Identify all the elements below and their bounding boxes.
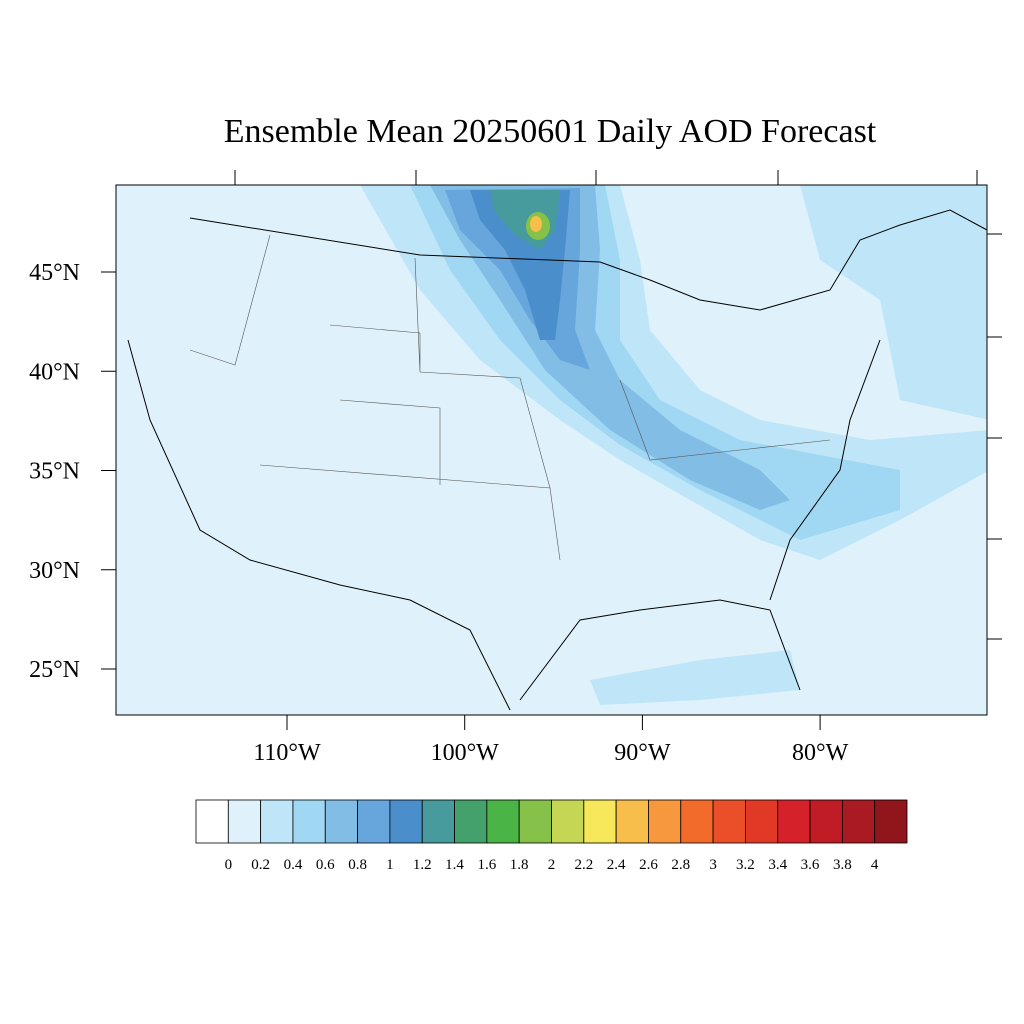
colorbar-box <box>583 799 617 844</box>
colorbar-label: 2.6 <box>639 857 658 873</box>
frame-ticks <box>234 170 1002 640</box>
colorbar-label: 2.4 <box>607 857 626 873</box>
colorbar-box <box>421 799 455 844</box>
aod-plume <box>530 216 542 232</box>
coastline <box>127 209 987 711</box>
colorbar-label: 0.2 <box>251 857 270 873</box>
colorbar-label: 3.8 <box>833 857 852 873</box>
colorbar-label: 3 <box>709 857 717 873</box>
colorbar-box <box>324 799 358 844</box>
aod-plume <box>590 650 800 705</box>
colorbar-box <box>551 799 585 844</box>
colorbar-box <box>680 799 714 844</box>
colorbar-box <box>454 799 488 844</box>
colorbar-box <box>486 799 520 844</box>
colorbar-label: 3.4 <box>768 857 787 873</box>
lat-label: 45°N <box>29 260 80 286</box>
colorbar-box <box>389 799 423 844</box>
lon-label: 110°W <box>253 740 321 766</box>
map-frame <box>115 184 988 716</box>
colorbar-label: 1.4 <box>445 857 464 873</box>
lat-label: 30°N <box>29 558 80 584</box>
colorbar-box <box>357 799 391 844</box>
colorbar-label: 2.2 <box>574 857 593 873</box>
colorbar-label: 1.2 <box>413 857 432 873</box>
colorbar-box <box>841 799 876 844</box>
colorbar-label: 1 <box>386 857 394 873</box>
colorbar-label: 1.8 <box>510 857 529 873</box>
colorbar-box <box>648 799 682 844</box>
colorbar-label: 3.2 <box>736 857 755 873</box>
colorbar-label: 3.6 <box>801 857 820 873</box>
colorbar-box <box>292 799 326 844</box>
lon-label: 100°W <box>431 740 500 766</box>
colorbar-box <box>745 799 779 844</box>
colorbar-box <box>518 799 552 844</box>
colorbar-box <box>195 799 229 844</box>
colorbar-label: 0.8 <box>348 857 367 873</box>
colorbar-label: 0 <box>225 857 233 873</box>
colorbar-box <box>712 799 746 844</box>
colorbar-box <box>615 799 649 844</box>
colorbar-label: 2.8 <box>671 857 690 873</box>
lat-label: 25°N <box>29 657 80 683</box>
colorbar-label: 0.6 <box>316 857 335 873</box>
colorbar-label: 0.4 <box>284 857 303 873</box>
lat-label: 40°N <box>29 359 80 385</box>
colorbar-box <box>777 799 811 844</box>
colorbar-box <box>260 799 294 844</box>
colorbar-label: 1.6 <box>477 857 496 873</box>
colorbar-box <box>874 799 908 844</box>
lon-label: 80°W <box>792 740 849 766</box>
colorbar-label: 4 <box>871 857 879 873</box>
lon-label: 90°W <box>614 740 671 766</box>
map-title: Ensemble Mean 20250601 Daily AOD Forecas… <box>224 113 877 150</box>
lat-label: 35°N <box>29 459 80 485</box>
state-borders <box>189 234 831 561</box>
colorbar-box <box>809 799 843 844</box>
colorbar-label: 2 <box>548 857 556 873</box>
map-area <box>116 185 987 715</box>
aod-plume <box>800 185 987 420</box>
colorbar-box <box>227 799 262 844</box>
